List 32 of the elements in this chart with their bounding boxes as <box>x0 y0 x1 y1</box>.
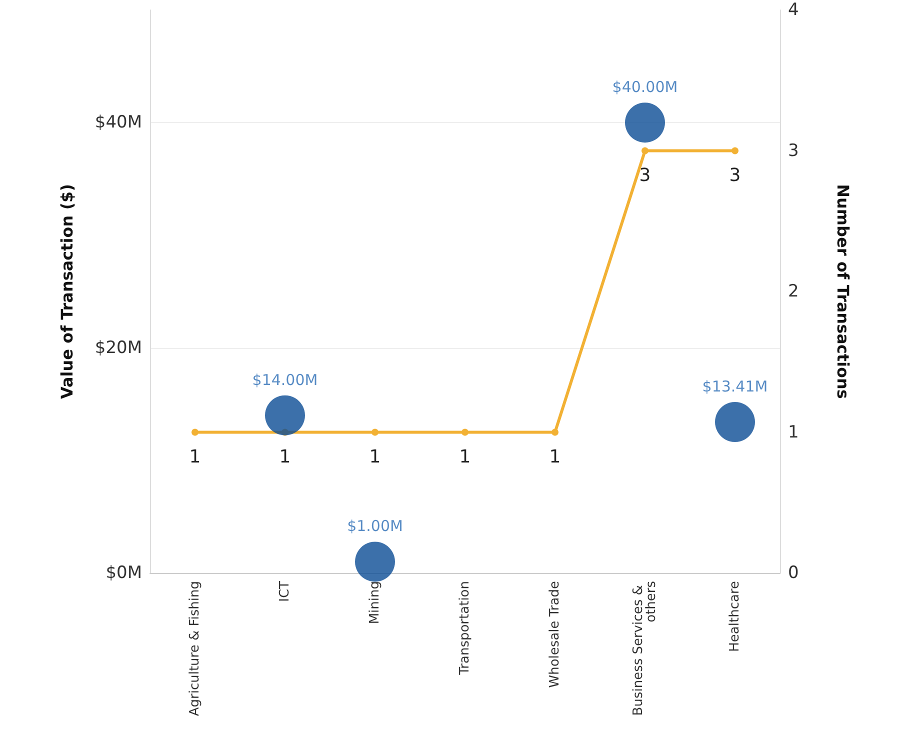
x-tick-label: Healthcare <box>728 581 742 652</box>
x-tick-label: Mining <box>368 581 382 624</box>
data-label: 1 <box>189 446 201 468</box>
x-tick-label: Wholesale Trade <box>548 581 562 688</box>
y2-tick-label: 2 <box>788 282 799 302</box>
data-label: $40.00M <box>612 78 678 96</box>
data-label: $14.00M <box>252 370 318 389</box>
x-tick-label: Business Services & others <box>631 580 659 716</box>
data-label: 3 <box>639 164 651 186</box>
x-tick-label: Agriculture & Fishing <box>188 581 202 716</box>
data-label: 1 <box>459 446 471 468</box>
data-label: 3 <box>729 164 741 186</box>
y-axis-title: Value of Transaction ($) <box>58 184 76 400</box>
point <box>715 402 755 442</box>
y2-tick-label: 4 <box>788 0 799 20</box>
data-label: 1 <box>369 446 381 468</box>
y-tick-label: $40M <box>94 112 142 133</box>
data-label: 1 <box>279 446 291 468</box>
y2-tick-label: 3 <box>788 140 799 161</box>
x-tick-label: Transportation <box>458 581 472 676</box>
data-label: $1.00M <box>347 517 403 536</box>
x-tick-label: ICT <box>278 580 292 602</box>
y2-tick-label: 0 <box>788 563 799 583</box>
data-label: $13.41M <box>702 378 768 396</box>
point <box>625 102 665 143</box>
y-tick-label: $0M <box>106 563 142 583</box>
point <box>265 395 305 436</box>
data-label: 1 <box>549 446 561 468</box>
y2-tick-label: 1 <box>788 422 799 442</box>
y-tick-label: $20M <box>94 338 142 358</box>
y2-axis-title: Number of Transactions <box>834 184 852 399</box>
point <box>355 542 395 582</box>
